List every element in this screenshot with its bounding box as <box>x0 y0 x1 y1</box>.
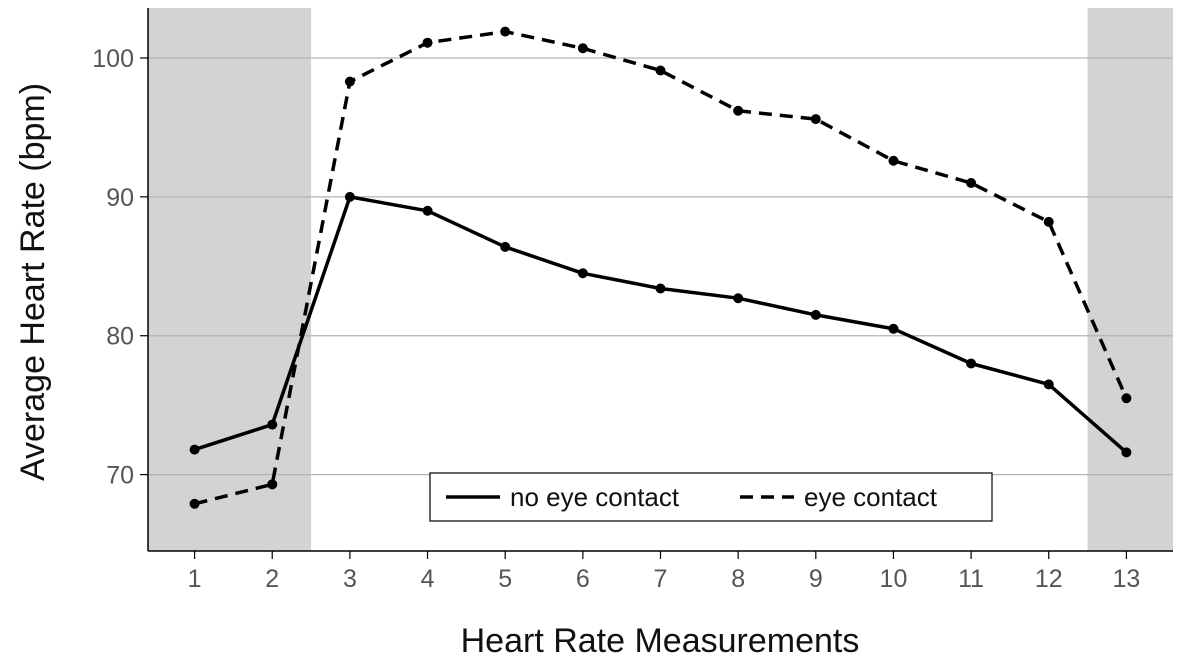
point-eye-contact-9 <box>810 114 821 125</box>
x-tick-label-4: 4 <box>421 565 435 593</box>
shaded-region-1 <box>148 8 312 551</box>
point-no-eye-contact-4 <box>422 205 433 216</box>
x-tick-label-2: 2 <box>265 565 279 593</box>
point-no-eye-contact-8 <box>733 293 744 304</box>
point-eye-contact-3 <box>344 76 355 87</box>
x-tick-label-6: 6 <box>576 565 590 593</box>
x-tick-label-5: 5 <box>498 565 512 593</box>
y-axis-title: Average Heart Rate (bpm) <box>14 83 52 481</box>
series-lines <box>194 29 1129 506</box>
legend-box <box>429 472 993 522</box>
x-tick-label-13: 13 <box>1113 565 1141 593</box>
x-tick-label-11: 11 <box>958 565 984 593</box>
point-eye-contact-1 <box>189 498 200 509</box>
legend: no eye contact eye contact <box>429 472 993 522</box>
point-eye-contact-2 <box>267 479 278 490</box>
series-line-no-eye-contact <box>194 195 1128 454</box>
point-no-eye-contact-10 <box>888 323 899 334</box>
y-tick-label-80: 80 <box>106 323 134 351</box>
point-eye-contact-7 <box>655 65 666 76</box>
point-eye-contact-5 <box>500 26 511 37</box>
x-tick-label-9: 9 <box>809 565 823 593</box>
point-no-eye-contact-2 <box>267 419 278 430</box>
series-line-eye-contact <box>194 29 1129 506</box>
point-eye-contact-8 <box>733 105 744 116</box>
x-tick-label-10: 10 <box>880 565 908 593</box>
point-no-eye-contact-9 <box>810 309 821 320</box>
point-no-eye-contact-3 <box>344 191 355 202</box>
point-eye-contact-11 <box>966 177 977 188</box>
shaded-regions <box>148 8 1173 551</box>
y-tick-label-100: 100 <box>92 45 134 73</box>
point-eye-contact-13 <box>1121 393 1132 404</box>
point-no-eye-contact-11 <box>966 358 977 369</box>
y-tick-label-90: 90 <box>106 184 134 212</box>
y-tick-label-70: 70 <box>106 462 134 490</box>
point-no-eye-contact-1 <box>189 444 200 455</box>
point-no-eye-contact-7 <box>655 283 666 294</box>
point-no-eye-contact-13 <box>1121 447 1132 458</box>
shaded-region-2 <box>1087 8 1173 551</box>
point-eye-contact-4 <box>422 37 433 48</box>
point-eye-contact-6 <box>577 43 588 54</box>
x-axis-title: Heart Rate Measurements <box>461 622 860 660</box>
data-points <box>189 26 1132 509</box>
point-eye-contact-10 <box>888 155 899 166</box>
x-tick-label-7: 7 <box>654 565 668 593</box>
point-no-eye-contact-12 <box>1043 379 1054 390</box>
point-eye-contact-12 <box>1043 216 1054 227</box>
point-no-eye-contact-5 <box>500 241 511 252</box>
x-tick-label-3: 3 <box>343 565 357 593</box>
axes <box>140 8 1173 559</box>
x-tick-label-12: 12 <box>1035 565 1063 593</box>
legend-label-no-eye-contact: no eye contact <box>510 482 680 512</box>
point-no-eye-contact-6 <box>577 268 588 279</box>
legend-label-eye-contact: eye contact <box>804 482 938 512</box>
x-tick-label-8: 8 <box>731 565 745 593</box>
x-tick-label-1: 1 <box>188 565 202 593</box>
